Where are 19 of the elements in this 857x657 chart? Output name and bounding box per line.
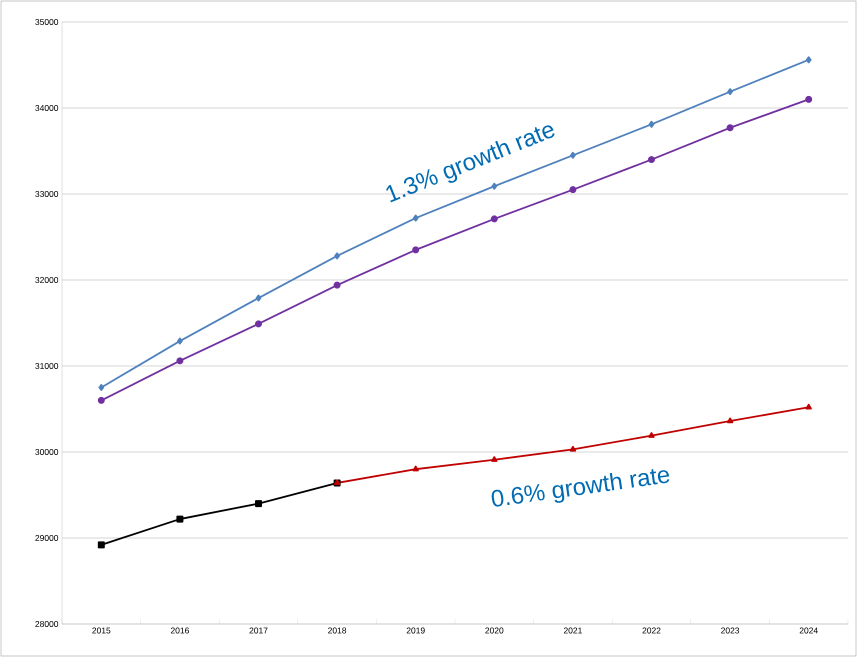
x-tick-label: 2020 [485, 628, 504, 634]
x-tick-label: 2015 [92, 628, 110, 634]
y-tick-label: 31000 [35, 362, 58, 369]
x-tick-label: 2017 [250, 628, 268, 634]
x-tick-label: 2018 [328, 628, 346, 634]
x-tick-label: 2016 [170, 628, 189, 634]
x-tick-label: 2022 [642, 628, 660, 634]
x-tick-label: 2019 [406, 628, 425, 634]
x-tick-label: 2023 [721, 628, 740, 634]
annotation: 0.6% growth rate [492, 469, 670, 507]
x-tick-label: 2024 [800, 628, 818, 634]
y-tick-label: 33000 [35, 190, 58, 197]
y-tick-label: 35000 [35, 18, 58, 25]
y-tick-label: 32000 [35, 276, 58, 283]
x-tick-label: 2021 [564, 628, 582, 634]
y-tick-label: 30000 [35, 448, 58, 455]
y-tick-label: 29000 [35, 534, 58, 541]
y-tick-label: 34000 [35, 104, 58, 111]
y-tick-label: 28000 [35, 620, 58, 627]
